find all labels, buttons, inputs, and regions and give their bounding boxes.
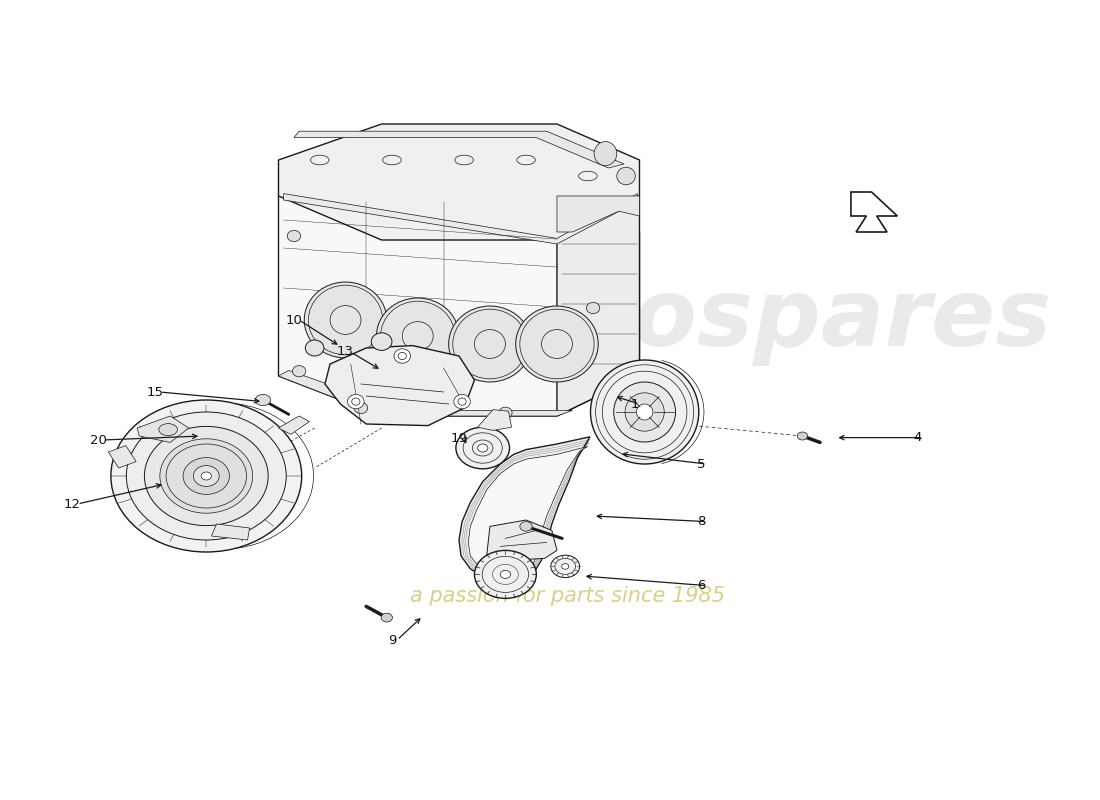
Polygon shape <box>278 416 309 434</box>
Polygon shape <box>469 446 587 576</box>
Polygon shape <box>557 196 639 232</box>
Ellipse shape <box>586 302 600 314</box>
Ellipse shape <box>520 522 532 531</box>
Polygon shape <box>211 524 250 540</box>
Text: 19: 19 <box>451 432 468 445</box>
Ellipse shape <box>201 472 211 480</box>
Polygon shape <box>324 346 474 426</box>
Ellipse shape <box>160 438 253 514</box>
Text: 10: 10 <box>286 314 302 326</box>
Text: 4: 4 <box>914 431 922 444</box>
Ellipse shape <box>449 306 531 382</box>
Polygon shape <box>284 194 637 244</box>
Text: 12: 12 <box>64 498 80 510</box>
Text: 13: 13 <box>337 346 354 358</box>
Ellipse shape <box>194 466 219 486</box>
Ellipse shape <box>562 563 569 570</box>
Polygon shape <box>294 131 624 168</box>
Ellipse shape <box>111 400 301 552</box>
Ellipse shape <box>500 570 510 578</box>
Polygon shape <box>138 416 189 442</box>
Ellipse shape <box>158 424 177 435</box>
Text: 6: 6 <box>697 579 705 592</box>
Polygon shape <box>557 196 639 416</box>
Text: 5: 5 <box>697 458 705 470</box>
Polygon shape <box>108 446 136 468</box>
Polygon shape <box>477 410 512 430</box>
Ellipse shape <box>594 142 617 166</box>
Text: eurospares: eurospares <box>454 274 1052 366</box>
Ellipse shape <box>614 382 675 442</box>
Ellipse shape <box>498 407 513 418</box>
Ellipse shape <box>394 349 410 363</box>
Ellipse shape <box>516 306 598 382</box>
Ellipse shape <box>183 458 230 494</box>
Ellipse shape <box>305 282 387 358</box>
Ellipse shape <box>287 230 300 242</box>
Polygon shape <box>851 192 898 232</box>
Text: 8: 8 <box>697 515 705 528</box>
Ellipse shape <box>372 333 392 350</box>
Ellipse shape <box>798 432 807 440</box>
Ellipse shape <box>144 426 268 526</box>
Polygon shape <box>487 520 557 560</box>
Ellipse shape <box>477 444 488 452</box>
Ellipse shape <box>474 550 537 598</box>
Ellipse shape <box>381 613 393 622</box>
Ellipse shape <box>255 394 271 406</box>
Text: 15: 15 <box>146 386 163 398</box>
Ellipse shape <box>306 340 323 356</box>
Text: 9: 9 <box>388 634 396 646</box>
Text: a passion for parts since 1985: a passion for parts since 1985 <box>410 586 725 606</box>
Ellipse shape <box>348 394 364 409</box>
Ellipse shape <box>454 394 471 409</box>
Polygon shape <box>278 196 639 416</box>
Text: 20: 20 <box>89 434 107 446</box>
Ellipse shape <box>455 427 509 469</box>
Ellipse shape <box>625 393 664 431</box>
Ellipse shape <box>126 412 286 540</box>
Polygon shape <box>459 437 590 582</box>
Text: 1: 1 <box>630 398 639 410</box>
Ellipse shape <box>354 402 367 414</box>
Polygon shape <box>278 124 639 240</box>
Ellipse shape <box>591 360 698 464</box>
Ellipse shape <box>617 167 636 185</box>
Ellipse shape <box>551 555 580 578</box>
Polygon shape <box>278 370 572 416</box>
Ellipse shape <box>637 404 653 420</box>
Ellipse shape <box>376 298 459 374</box>
Ellipse shape <box>293 366 306 377</box>
